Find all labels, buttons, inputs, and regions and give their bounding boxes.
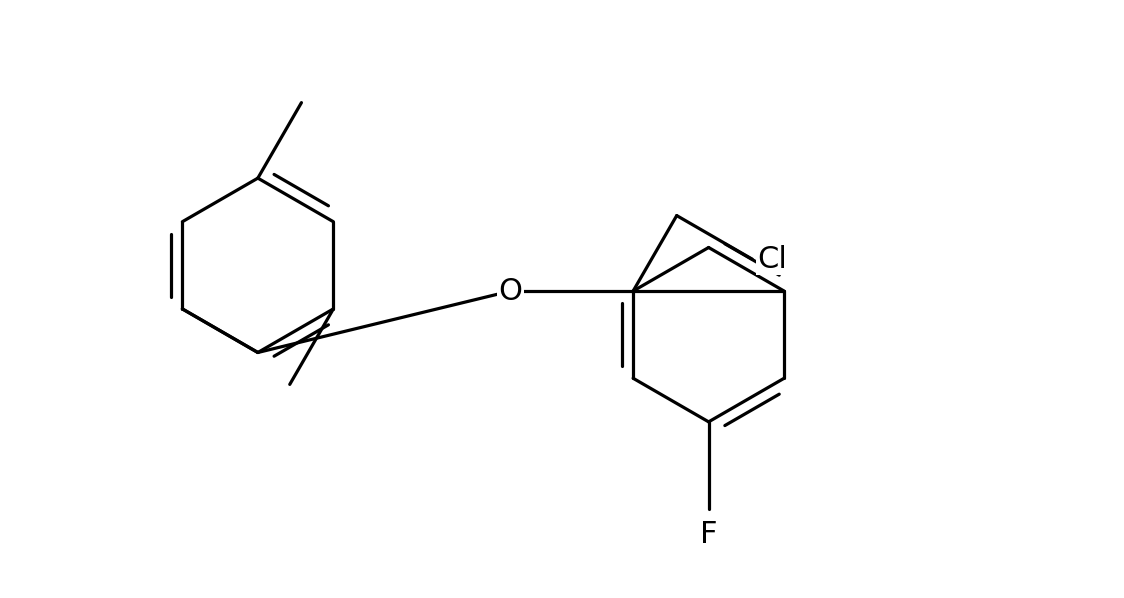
Text: Cl: Cl <box>758 245 787 274</box>
Text: F: F <box>700 520 717 549</box>
Text: O: O <box>498 276 523 306</box>
